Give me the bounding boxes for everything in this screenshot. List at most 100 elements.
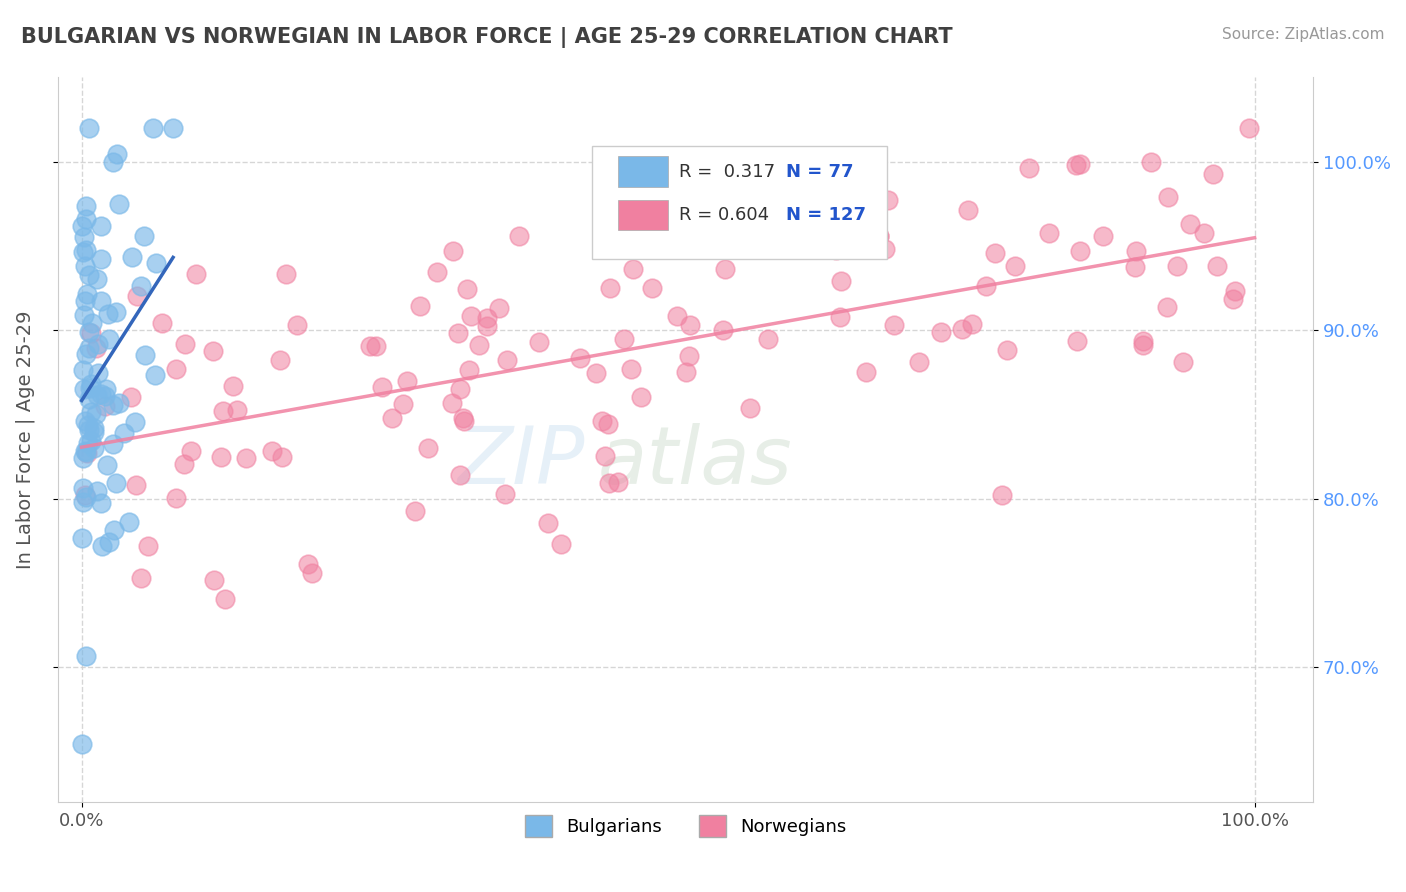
Point	[449, 468, 471, 483]
Point	[222, 379, 245, 393]
Point	[143, 368, 166, 382]
Point	[1222, 292, 1244, 306]
Point	[1091, 229, 1114, 244]
Point	[418, 441, 440, 455]
Point	[94, 382, 117, 396]
Point	[73, 309, 96, 323]
Point	[494, 487, 516, 501]
Point	[825, 243, 848, 257]
Point	[75, 199, 97, 213]
Point	[180, 444, 202, 458]
Point	[129, 279, 152, 293]
Point	[1069, 156, 1091, 170]
Point	[72, 451, 94, 466]
Point	[440, 396, 463, 410]
Point	[855, 365, 877, 379]
Point	[297, 557, 319, 571]
Point	[72, 382, 94, 396]
Point	[285, 318, 308, 332]
Point	[125, 289, 148, 303]
Point	[75, 414, 97, 428]
Point	[76, 446, 98, 460]
Point	[75, 648, 97, 663]
Point	[453, 414, 475, 428]
Point	[593, 449, 616, 463]
Point	[75, 490, 97, 504]
Point	[1066, 158, 1088, 172]
Point	[1069, 244, 1091, 258]
Point	[1132, 338, 1154, 352]
Point	[120, 390, 142, 404]
Point	[1156, 300, 1178, 314]
Y-axis label: In Labor Force | Age 25-29: In Labor Force | Age 25-29	[15, 310, 35, 569]
Point	[108, 197, 131, 211]
Text: ZIP: ZIP	[458, 423, 585, 500]
Point	[73, 259, 96, 273]
Point	[830, 310, 852, 324]
Point	[1038, 226, 1060, 240]
Point	[596, 417, 619, 431]
Point	[451, 410, 474, 425]
Point	[301, 566, 323, 581]
Point	[1171, 355, 1194, 369]
Point	[77, 341, 100, 355]
Point	[1192, 226, 1215, 240]
Point	[77, 392, 100, 406]
Point	[70, 531, 93, 545]
Point	[79, 325, 101, 339]
Point	[950, 322, 973, 336]
Point	[124, 415, 146, 429]
Point	[1237, 121, 1260, 136]
FancyBboxPatch shape	[617, 156, 668, 187]
Point	[883, 318, 905, 333]
Point	[90, 539, 112, 553]
Point	[456, 282, 478, 296]
Point	[550, 536, 572, 550]
Point	[960, 318, 983, 332]
Text: R = 0.604: R = 0.604	[679, 206, 769, 224]
Point	[1125, 244, 1147, 259]
Point	[145, 256, 167, 270]
Point	[983, 245, 1005, 260]
Point	[80, 434, 103, 448]
Point	[392, 396, 415, 410]
Point	[80, 317, 103, 331]
Point	[77, 268, 100, 283]
Point	[620, 361, 643, 376]
Point	[396, 374, 419, 388]
Point	[150, 316, 173, 330]
Point	[598, 476, 620, 491]
Point	[105, 304, 128, 318]
Point	[73, 487, 96, 501]
Point	[87, 337, 110, 351]
Point	[496, 353, 519, 368]
Point	[112, 426, 135, 441]
Point	[477, 310, 499, 325]
Point	[103, 523, 125, 537]
Point	[1139, 154, 1161, 169]
Point	[77, 121, 100, 136]
Point	[613, 332, 636, 346]
Point	[740, 401, 762, 416]
Point	[262, 443, 284, 458]
Point	[70, 219, 93, 233]
Point	[79, 381, 101, 395]
Point	[80, 405, 103, 419]
Point	[756, 332, 779, 346]
Point	[90, 294, 112, 309]
Text: atlas: atlas	[598, 423, 793, 500]
Point	[84, 407, 107, 421]
Point	[991, 488, 1014, 502]
Point	[101, 154, 124, 169]
Point	[108, 395, 131, 409]
Point	[80, 376, 103, 391]
Point	[666, 310, 689, 324]
Point	[568, 351, 591, 366]
FancyBboxPatch shape	[617, 200, 668, 230]
Point	[508, 229, 530, 244]
Point	[165, 361, 187, 376]
Point	[1178, 218, 1201, 232]
Point	[641, 281, 664, 295]
Point	[87, 366, 110, 380]
Point	[449, 382, 471, 396]
